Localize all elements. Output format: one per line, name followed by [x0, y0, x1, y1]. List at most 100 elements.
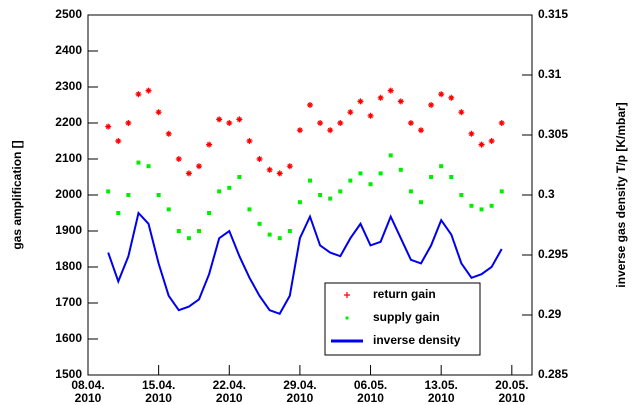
point	[368, 182, 373, 187]
point	[247, 207, 252, 212]
point	[237, 175, 242, 179]
point	[145, 87, 152, 94]
point	[378, 171, 383, 176]
y-tick-label: 2100	[55, 151, 82, 165]
point	[227, 185, 232, 190]
legend-label: inverse density	[373, 333, 461, 347]
x-tick-label: 08.04. 2010	[71, 378, 105, 405]
point	[408, 189, 413, 194]
point	[257, 221, 262, 226]
point	[498, 120, 505, 126]
point	[348, 178, 353, 183]
y-tick-label: 2500	[55, 7, 82, 21]
legend-swatch	[344, 292, 350, 298]
point	[327, 127, 334, 134]
point	[489, 203, 494, 208]
point	[286, 163, 293, 170]
point	[357, 98, 364, 105]
point	[197, 229, 201, 233]
point	[266, 166, 273, 173]
legend-label: return gain	[373, 287, 436, 301]
point	[317, 120, 324, 126]
y-tick-label: 1900	[55, 223, 82, 237]
point	[347, 109, 354, 116]
point	[438, 91, 445, 98]
x-tick-label: 29.04. 2010	[283, 378, 317, 405]
point	[367, 112, 374, 119]
point	[328, 196, 333, 201]
point	[176, 229, 181, 233]
point	[388, 153, 393, 158]
legend-box	[324, 282, 481, 356]
point	[196, 163, 202, 170]
line	[107, 210, 503, 316]
point	[407, 120, 414, 126]
point	[429, 175, 434, 179]
point	[277, 236, 282, 241]
point	[165, 130, 172, 137]
point	[488, 138, 495, 144]
y-axis-label: gas amplification []	[10, 140, 24, 249]
point	[136, 160, 141, 165]
point	[318, 193, 323, 197]
point	[337, 120, 344, 126]
y2-tick-label: 0.295	[538, 247, 568, 261]
legend-swatch	[345, 316, 349, 320]
y-tick-label: 1800	[55, 259, 82, 273]
y-tick-label: 2200	[55, 115, 82, 129]
point	[479, 207, 484, 212]
y-tick-label: 2300	[55, 79, 82, 93]
point	[166, 207, 171, 212]
point	[106, 189, 111, 194]
point	[206, 141, 213, 148]
point	[308, 178, 312, 183]
point	[458, 109, 465, 116]
point	[387, 87, 394, 94]
point	[397, 98, 404, 105]
y-tick-label: 2400	[55, 43, 82, 57]
point	[216, 116, 223, 123]
point	[469, 203, 474, 208]
point	[297, 200, 302, 205]
point	[428, 102, 435, 108]
point	[236, 116, 243, 123]
point	[459, 193, 464, 197]
x-tick-label: 06.05. 2010	[353, 378, 388, 405]
point	[207, 211, 212, 215]
point	[226, 120, 233, 126]
y-tick-label: 2000	[55, 187, 82, 201]
point	[156, 193, 161, 197]
y2-tick-label: 0.305	[538, 127, 568, 141]
point	[267, 232, 272, 237]
point	[155, 109, 162, 116]
point	[256, 156, 263, 162]
point	[175, 156, 182, 162]
point	[338, 189, 343, 194]
x-tick-label: 20.05. 2010	[495, 378, 529, 405]
point	[185, 170, 192, 177]
point	[439, 164, 444, 169]
y2-tick-label: 0.315	[538, 7, 568, 21]
point	[478, 141, 485, 148]
y2-tick-label: 0.3	[538, 187, 555, 201]
y2-tick-label: 0.285	[538, 367, 568, 381]
y-tick-label: 1700	[55, 295, 82, 309]
x-tick-label: 15.04. 2010	[141, 378, 176, 405]
point	[135, 91, 142, 98]
point	[126, 193, 131, 197]
point	[246, 138, 253, 144]
point	[115, 138, 122, 144]
point	[419, 200, 423, 205]
y2-axis-label: inverse gas density T/p [K/mbar]	[614, 102, 628, 287]
point	[146, 164, 151, 169]
point	[217, 189, 222, 194]
point	[358, 171, 363, 176]
y2-tick-label: 0.31	[538, 67, 562, 81]
point	[296, 127, 303, 134]
point	[125, 120, 132, 126]
point	[105, 123, 112, 130]
point	[307, 102, 313, 108]
point	[449, 175, 454, 179]
y2-tick-label: 0.29	[538, 307, 562, 321]
